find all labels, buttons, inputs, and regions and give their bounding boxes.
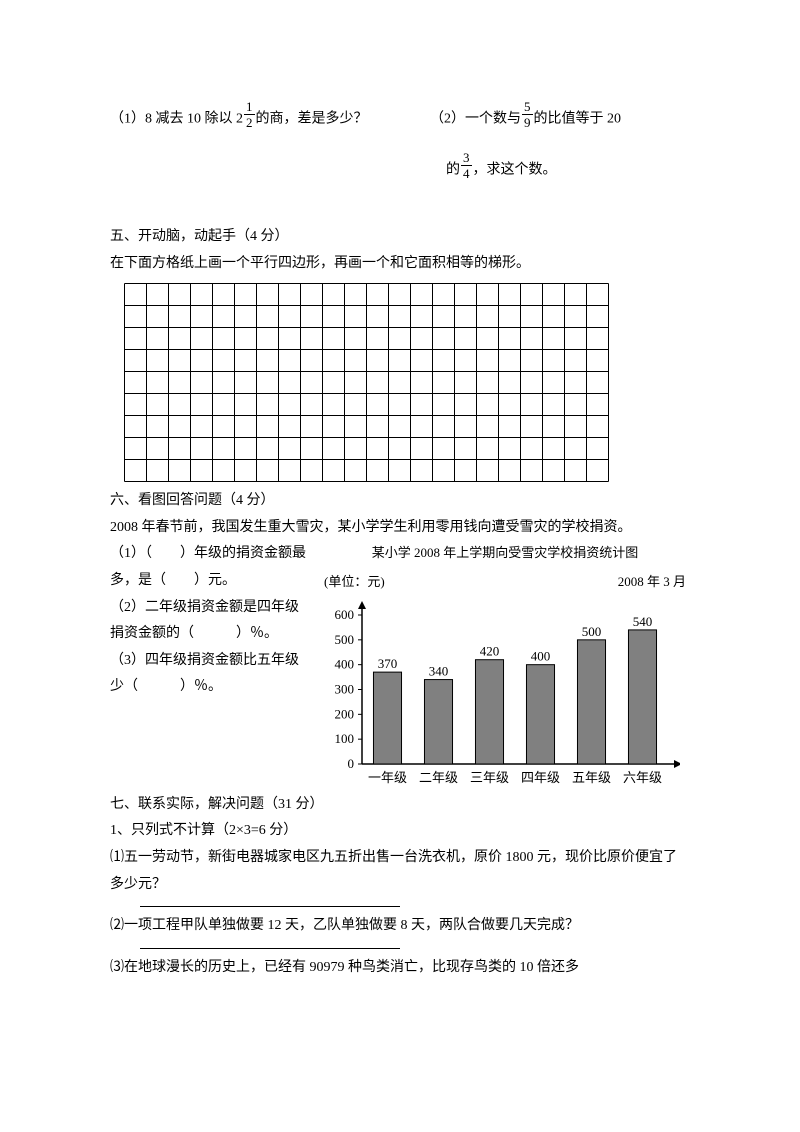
problem-1-text-a: （1）8 减去 10 除以 2	[110, 111, 243, 126]
chart-date-label: 2008 年 3 月	[618, 570, 686, 595]
problem-2: （2）一个数与59的比值等于 20	[430, 100, 690, 133]
section-6-chart-wrap: 某小学 2008 年上学期向受雪灾学校捐资统计图 (单位：元) 2008 年 3…	[320, 541, 690, 791]
chart-meta: (单位：元) 2008 年 3 月	[320, 570, 690, 597]
q7-2: ⑵一项工程甲队单独做要 12 天，乙队单独做要 8 天，两队合做要几天完成？	[110, 913, 690, 940]
q6-1: （1）（ ）年级的捐资金额最多，是（ ）元。	[110, 541, 310, 594]
chart-unit-label: (单位：元)	[324, 570, 385, 595]
svg-text:一年级: 一年级	[368, 770, 407, 785]
svg-text:200: 200	[335, 706, 355, 721]
svg-text:0: 0	[348, 756, 355, 771]
problem-2-text-d: ，求这个数。	[473, 163, 557, 178]
problem-1-text-b: 的商，差是多少？	[256, 111, 368, 126]
svg-text:300: 300	[335, 681, 355, 696]
section-6-body: （1）（ ）年级的捐资金额最多，是（ ）元。 （2）二年级捐资金额是四年级捐资金…	[110, 541, 690, 791]
section-5-title: 五、开动脑，动起手（4 分）	[110, 224, 690, 251]
svg-text:340: 340	[429, 663, 449, 678]
svg-text:四年级: 四年级	[521, 770, 560, 785]
section-7-sub1: 1、只列式不计算（2×3=6 分）	[110, 818, 690, 845]
problem-1: （1）8 减去 10 除以 212的商，差是多少？	[110, 100, 370, 133]
problem-2-line2: 的34，求这个数。	[446, 151, 690, 184]
section-6-title: 六、看图回答问题（4 分）	[110, 488, 690, 515]
document-page: （1）8 减去 10 除以 212的商，差是多少？ （2）一个数与59的比值等于…	[0, 0, 800, 1021]
svg-text:420: 420	[480, 644, 500, 659]
top-problems-row: （1）8 减去 10 除以 212的商，差是多少？ （2）一个数与59的比值等于…	[110, 100, 690, 133]
problem-2-text-c: 的	[446, 163, 460, 178]
chart-title: 某小学 2008 年上学期向受雪灾学校捐资统计图	[320, 541, 690, 566]
q6-2: （2）二年级捐资金额是四年级捐资金额的（ ）％。	[110, 595, 310, 648]
section-5-desc: 在下面方格纸上画一个平行四边形，再画一个和它面积相等的梯形。	[110, 251, 690, 278]
problem-2-text-b: 的比值等于 20	[534, 111, 622, 126]
q7-3: ⑶在地球漫长的历史上，已经有 90979 种鸟类消亡，比现存鸟类的 10 倍还多	[110, 955, 690, 982]
fraction-3-4: 34	[461, 151, 472, 180]
svg-text:100: 100	[335, 731, 355, 746]
q7-1: ⑴五一劳动节，新街电器城家电区九五折出售一台洗衣机，原价 1800 元，现价比原…	[110, 845, 690, 898]
problem-2-text-a: （2）一个数与	[430, 111, 521, 126]
svg-text:600: 600	[335, 607, 355, 622]
bar-chart: 0 100 200 300 400 500 600 370 一年级 340 二年级 420 三年级 400…	[320, 597, 680, 792]
answer-line-1	[140, 906, 400, 907]
svg-text:五年级: 五年级	[572, 770, 611, 785]
svg-text:三年级: 三年级	[470, 770, 509, 785]
section-6-questions: （1）（ ）年级的捐资金额最多，是（ ）元。 （2）二年级捐资金额是四年级捐资金…	[110, 541, 310, 701]
q6-3: （3）四年级捐资金额比五年级少（ ）％。	[110, 648, 310, 701]
svg-text:540: 540	[633, 614, 653, 629]
svg-text:370: 370	[378, 656, 398, 671]
svg-text:六年级: 六年级	[623, 770, 662, 785]
svg-text:400: 400	[335, 657, 355, 672]
svg-text:二年级: 二年级	[419, 770, 458, 785]
fraction-1-2: 12	[244, 100, 255, 129]
section-6-intro: 2008 年春节前，我国发生重大雪灾，某小学学生利用零用钱向遭受雪灾的学校捐资。	[110, 515, 690, 542]
svg-text:500: 500	[582, 624, 602, 639]
svg-text:400: 400	[531, 649, 551, 664]
section-7-title: 七、联系实际，解决问题（31 分）	[110, 792, 690, 819]
svg-text:500: 500	[335, 632, 355, 647]
grid-paper	[124, 283, 609, 482]
fraction-5-9: 59	[522, 100, 533, 129]
answer-line-2	[140, 948, 400, 949]
